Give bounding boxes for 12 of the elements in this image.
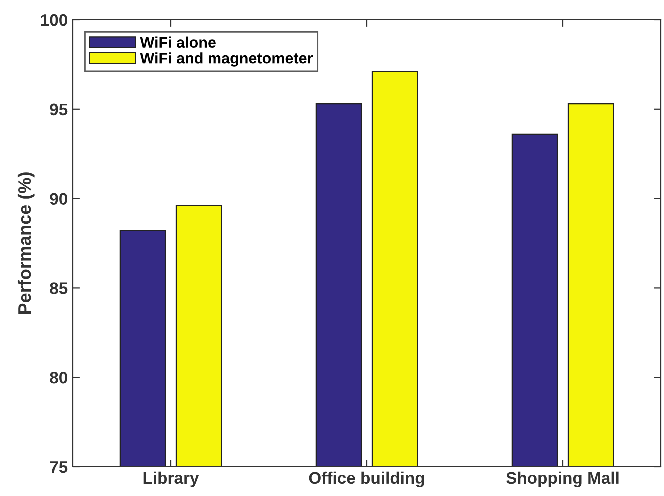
y-tick-label: 85	[50, 282, 68, 294]
x-tick-label: Library	[144, 472, 200, 488]
x-tick-label: Shopping Mall	[506, 472, 619, 488]
y-tick-label: 75	[50, 462, 68, 474]
legend-label: WiFi alone	[140, 36, 216, 48]
legend-label: WiFi and magnetometer	[140, 52, 314, 67]
x-tick-label: Office building	[309, 472, 424, 488]
y-tick-label: 95	[50, 104, 68, 116]
y-axis-title: Performance (%)	[18, 172, 35, 314]
y-tick-label: 90	[50, 193, 68, 206]
y-tick-label: 80	[50, 372, 68, 384]
y-tick-label: 100	[41, 14, 68, 26]
